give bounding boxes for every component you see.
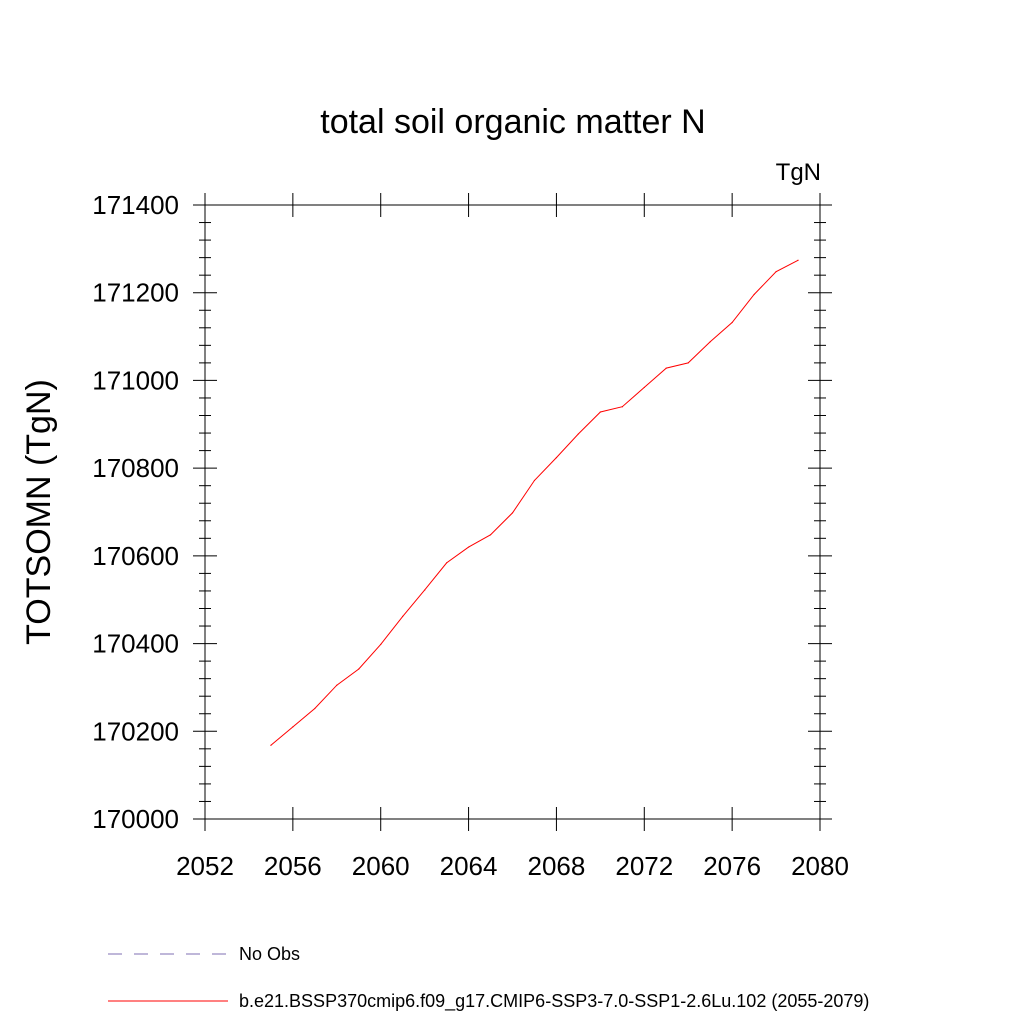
y-tick-label: 170400: [92, 629, 179, 659]
axis-ticks: [193, 193, 832, 831]
series-1-point: [314, 707, 316, 710]
series-1-point: [402, 615, 404, 617]
x-tick-label: 2064: [440, 851, 498, 881]
series-1-point: [753, 293, 755, 296]
series-1-point: [533, 479, 536, 482]
series-1-point: [709, 341, 711, 343]
plot-frame: [204, 204, 821, 820]
x-tick-label: 2068: [528, 851, 586, 881]
series-1-point: [270, 744, 272, 746]
legend: No Obs b.e21.BSSP370cmip6.f09_g17.CMIP6-S…: [108, 944, 869, 1012]
series-1-point: [687, 362, 689, 364]
series-1-point: [577, 433, 579, 435]
y-tick-label: 171400: [92, 190, 179, 220]
y-tick-label: 170800: [92, 453, 179, 483]
y-tick-label: 170000: [92, 804, 179, 834]
series-1-point: [731, 321, 733, 324]
series-line-1: [270, 259, 799, 746]
series-1-point: [511, 512, 514, 514]
series-1-point: [336, 684, 338, 686]
series-lines: [270, 259, 799, 746]
series-1-point: [292, 726, 294, 728]
series-1-point: [621, 406, 623, 408]
series-1-point: [489, 534, 492, 536]
series-1-point: [775, 271, 777, 273]
legend-label-0: No Obs: [239, 944, 300, 964]
series-1-point: [467, 546, 470, 548]
series-1-point: [446, 562, 448, 564]
x-tick-label: 2060: [352, 851, 410, 881]
y-tick-label: 171000: [92, 365, 179, 395]
units-label: TgN: [776, 159, 821, 186]
series-1-point: [665, 367, 667, 369]
chart-title: total soil organic matter N: [320, 103, 706, 141]
y-tick-label: 170200: [92, 716, 179, 746]
y-axis-label: TOTSOMN (TgN): [20, 379, 58, 645]
x-tick-labels: 2052 2056 2060 2064 2068 2072 2076 2080: [176, 851, 849, 881]
x-tick-label: 2072: [615, 851, 673, 881]
x-tick-label: 2052: [176, 851, 234, 881]
series-1-point: [424, 589, 426, 591]
series-1-point: [555, 457, 558, 459]
x-tick-label: 2080: [791, 851, 849, 881]
series-1-point: [599, 411, 601, 413]
y-tick-label: 171200: [92, 278, 179, 308]
y-tick-label: 170600: [92, 541, 179, 571]
series-1-point: [380, 643, 382, 646]
series-1-point: [358, 668, 360, 670]
x-tick-label: 2076: [703, 851, 761, 881]
legend-label-1: b.e21.BSSP370cmip6.f09_g17.CMIP6-SSP3-7.…: [239, 991, 869, 1012]
y-tick-labels: 170000 170200 170400 170600 170800 171000 1712…: [92, 190, 179, 834]
series-1-point: [643, 386, 645, 389]
series-1-point: [797, 259, 799, 261]
x-tick-label: 2056: [264, 851, 322, 881]
